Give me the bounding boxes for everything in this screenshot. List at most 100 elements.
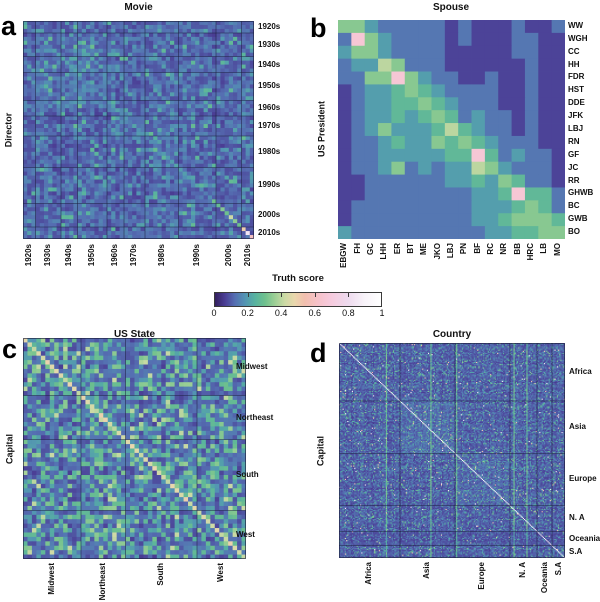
b-col-label-bf: BF: [472, 243, 482, 254]
b-row-label-hh: HH: [568, 59, 580, 69]
a-row-label-1970s: 1970s: [258, 121, 281, 131]
b-row-label-gwb: GWB: [568, 214, 588, 224]
panel-b-title: Spouse: [432, 2, 470, 13]
b-col-label-bt: BT: [405, 243, 415, 254]
b-row-label-wgh: WGH: [568, 33, 588, 43]
b-col-label-fh: FH: [352, 243, 362, 254]
panel-d-ylabel: Capital: [315, 435, 326, 466]
d-row-label-asia: Asia: [569, 422, 586, 432]
a-col-label-1970s: 1970s: [129, 244, 139, 267]
b-row-label-lbj: LBJ: [568, 124, 584, 133]
a-col-label-2000s: 2000s: [223, 244, 233, 267]
b-col-label-er: ER: [392, 243, 402, 255]
a-row-label-2010s: 2010s: [258, 228, 281, 238]
a-row-label-1980s: 1980s: [258, 146, 281, 156]
colorbar-tick-1: 1: [379, 308, 385, 318]
d-col-label-oceania: Oceania: [539, 562, 549, 594]
b-col-label-ebgw: EBGW: [339, 243, 349, 268]
panel-d-letter: d: [310, 338, 327, 368]
b-col-label-pn: PN: [459, 243, 469, 255]
c-col-label-northeast: Northeast: [98, 563, 108, 601]
colorbar-tick-0-8: 0.8: [342, 308, 355, 318]
d-row-label-n-a: N. A: [569, 513, 585, 523]
b-row-label-hst: HST: [568, 85, 584, 95]
c-col-label-west: West: [216, 563, 226, 582]
colorbar-notch-0.6: [314, 292, 316, 297]
panel-c-ylabel: Capital: [4, 433, 15, 464]
b-col-label-bb: BB: [512, 243, 522, 255]
d-row-label-s-a: S.A: [569, 546, 583, 556]
b-col-label-lb: LB: [539, 243, 549, 254]
b-row-label-rn: RN: [568, 136, 580, 146]
d-col-label-s-a: S.A: [553, 562, 563, 576]
panel-a-letter: a: [1, 11, 17, 41]
colorbar-tick-0: 0: [211, 308, 217, 318]
colorbar-tick-0-4: 0.4: [274, 308, 288, 318]
a-row-label-1940s: 1940s: [258, 59, 281, 69]
c-row-label-midwest: Midwest: [236, 361, 268, 371]
b-col-label-hrc: HRC: [526, 243, 536, 261]
b-col-label-jko: JKO: [432, 243, 442, 260]
b-row-label-bo: BO: [568, 227, 580, 237]
country-heatmap: [339, 343, 565, 558]
movie-heatmap: [23, 21, 254, 239]
b-row-label-dde: DDE: [568, 98, 585, 108]
b-col-label-lbj: LBJ: [446, 243, 455, 259]
c-col-label-midwest: Midwest: [46, 563, 56, 595]
panel-c-title: US State: [113, 329, 156, 340]
colorbar-title: Truth score: [272, 273, 324, 284]
b-row-label-rr: RR: [568, 175, 580, 185]
panel-a-title: Movie: [124, 2, 153, 13]
colorbar-gradient: [214, 291, 382, 307]
a-row-label-1920s: 1920s: [258, 21, 281, 31]
spouse-heatmap: [337, 19, 565, 239]
a-row-label-1990s: 1990s: [258, 180, 281, 190]
a-col-label-1930s: 1930s: [43, 244, 53, 267]
b-col-label-mo: MO: [552, 243, 562, 256]
b-col-label-rc: RC: [486, 243, 496, 255]
a-row-label-1950s: 1950s: [258, 81, 281, 91]
b-row-label-jc: JC: [568, 162, 579, 172]
b-row-label-ww: WW: [568, 20, 584, 30]
d-row-label-oceania: Oceania: [569, 533, 600, 543]
d-col-label-africa: Africa: [364, 562, 374, 585]
b-row-label-ghwb: GHWB: [568, 188, 594, 198]
d-col-label-n-a: N. A: [518, 562, 528, 578]
c-col-label-south: South: [156, 563, 166, 586]
c-row-label-northeast: Northeast: [236, 412, 274, 422]
b-row-label-fdr: FDR: [568, 72, 585, 82]
c-row-label-west: West: [236, 529, 255, 539]
a-col-label-1940s: 1940s: [64, 244, 74, 267]
d-row-label-europe: Europe: [569, 474, 597, 484]
b-row-label-jfk: JFK: [568, 111, 584, 121]
b-row-label-gf: GF: [568, 149, 580, 159]
a-col-label-1920s: 1920s: [24, 244, 34, 267]
a-row-label-1960s: 1960s: [258, 103, 281, 113]
panel-d-title: Country: [432, 329, 472, 340]
a-col-label-1950s: 1950s: [87, 244, 97, 267]
panel-c-letter: c: [2, 334, 18, 364]
a-col-label-1980s: 1980s: [156, 244, 166, 267]
a-col-label-1960s: 1960s: [110, 244, 120, 267]
panel-b-ylabel: US President: [316, 100, 327, 158]
b-col-label-gc: GC: [365, 243, 375, 255]
a-col-label-1990s: 1990s: [192, 244, 202, 267]
colorbar-notch-0.4: [281, 292, 283, 297]
d-col-label-asia: Asia: [422, 562, 432, 579]
b-row-label-bc: BC: [568, 201, 580, 211]
b-col-label-lhh: LHH: [379, 243, 389, 260]
d-col-label-europe: Europe: [477, 562, 487, 590]
panel-b-letter: b: [310, 13, 327, 43]
b-col-label-me: ME: [419, 243, 429, 255]
b-row-label-cc: CC: [568, 46, 580, 56]
colorbar-tick-0-2: 0.2: [241, 308, 254, 318]
a-row-label-1930s: 1930s: [258, 39, 281, 49]
a-row-label-2000s: 2000s: [258, 210, 281, 220]
b-col-label-nr: NR: [499, 243, 509, 255]
c-row-label-south: South: [236, 470, 259, 480]
a-col-label-2010s: 2010s: [242, 244, 252, 267]
d-row-label-africa: Africa: [569, 366, 592, 376]
colorbar-notch-0.8: [347, 292, 349, 297]
panel-a-ylabel: Director: [3, 112, 14, 148]
